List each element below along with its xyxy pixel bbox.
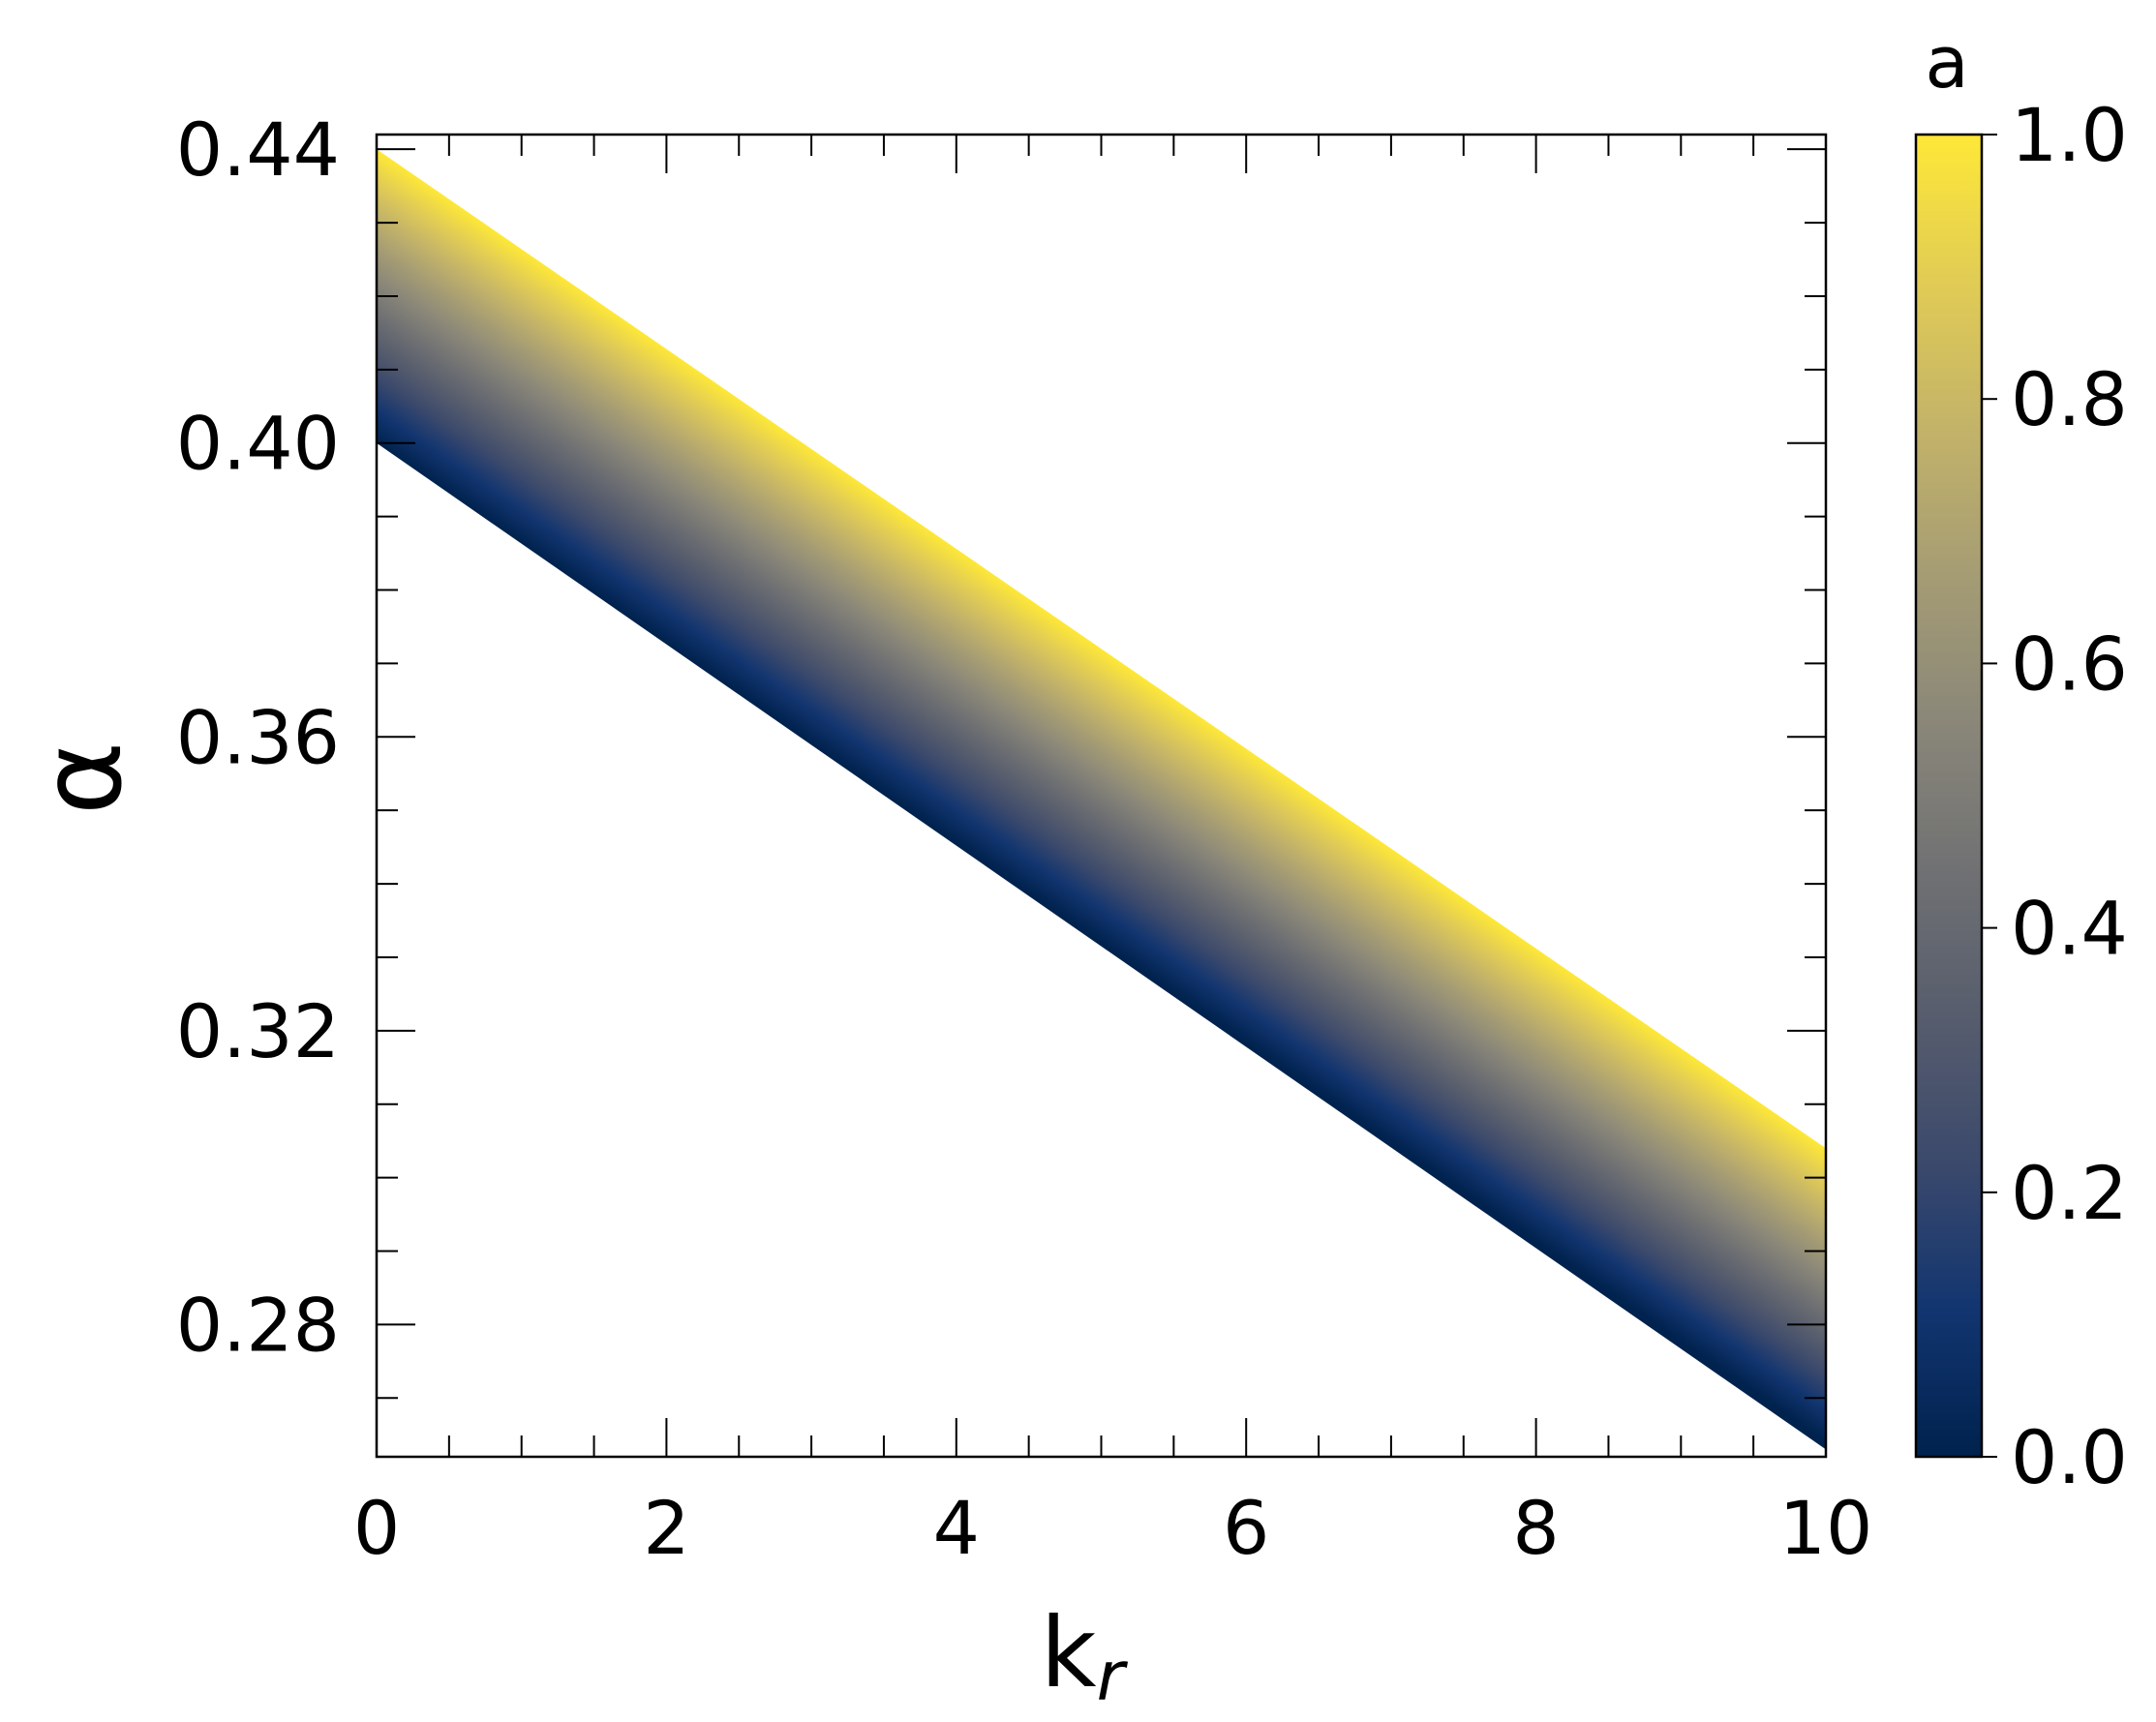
- y-tick-label: 0.28: [176, 1282, 340, 1368]
- parameter-band-0: [377, 149, 1826, 1450]
- x-axis-title: kr: [1041, 1596, 1129, 1716]
- x-tick-label: 8: [1512, 1485, 1559, 1571]
- colorbar-tick-label: 0.6: [2011, 620, 2128, 707]
- x-axis-title-subscript: r: [1097, 1637, 1129, 1716]
- colorbar-tick-label: 0.0: [2011, 1414, 2128, 1500]
- y-tick-label: 0.36: [176, 694, 340, 780]
- x-tick-label: 10: [1779, 1485, 1873, 1571]
- x-tick-label: 0: [353, 1485, 400, 1571]
- colorbar: [1914, 133, 1984, 1459]
- colorbar-tick-label: 1.0: [2011, 92, 2128, 178]
- y-tick-label: 0.44: [176, 106, 340, 193]
- y-tick-label: 0.32: [176, 988, 340, 1074]
- y-axis-title: α: [16, 741, 147, 815]
- colorbar-tick-label: 0.8: [2011, 356, 2128, 442]
- x-axis-title-base: k: [1041, 1596, 1097, 1709]
- y-tick-label: 0.40: [176, 401, 340, 487]
- colorbar-tick-label: 0.4: [2011, 886, 2128, 972]
- x-tick-label: 2: [643, 1485, 689, 1571]
- colorbar-tick-label: 0.2: [2011, 1150, 2128, 1236]
- x-tick-label: 4: [933, 1485, 980, 1571]
- colorbar-title: a: [1925, 21, 1968, 105]
- x-tick-label: 6: [1223, 1485, 1269, 1571]
